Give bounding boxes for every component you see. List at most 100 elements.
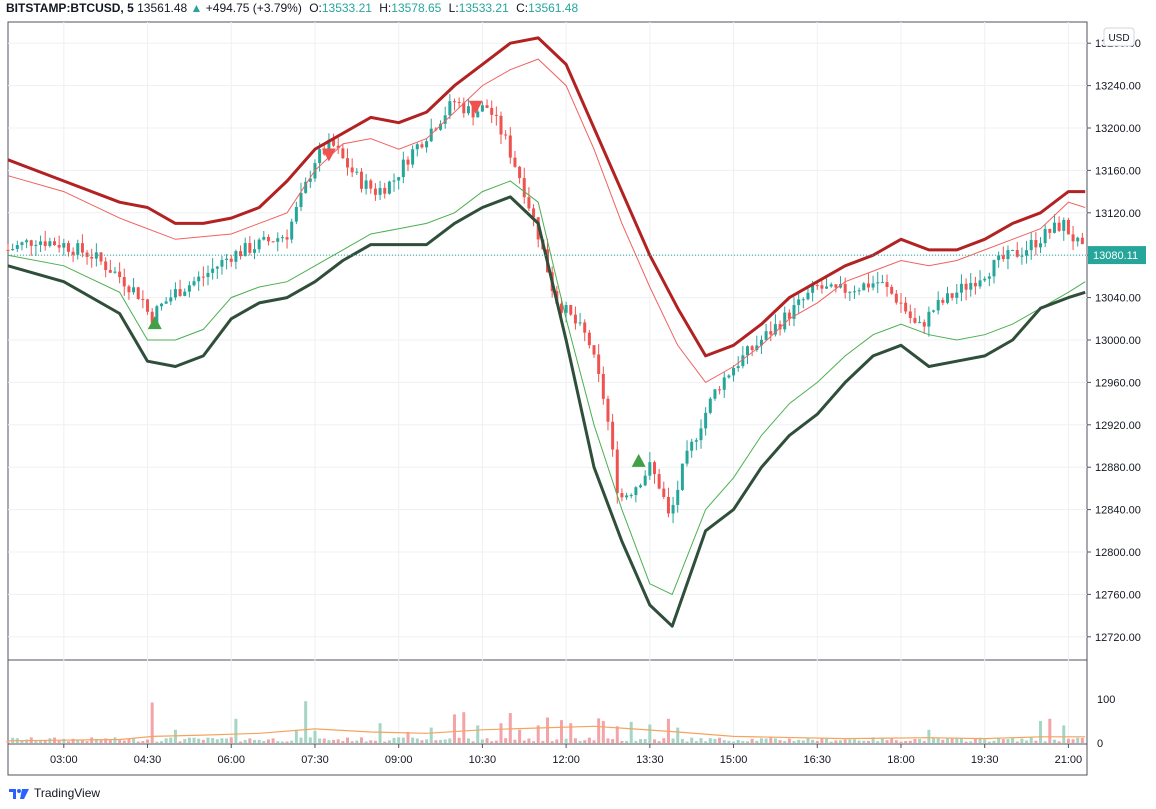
volume-bar [1043,741,1047,743]
volume-bar [20,740,24,743]
candle-body [15,245,19,249]
candle-body [415,144,419,150]
volume-bar [657,741,661,743]
candle-body [936,300,940,311]
candle-body [941,300,945,303]
time-tick-label: 13:30 [636,754,664,766]
volume-bar [401,737,405,743]
volume-bar [694,741,698,743]
volume-bar [708,738,712,743]
volume-bar [239,741,243,743]
candle-body [229,258,233,262]
candle-body [159,303,163,307]
candle-body [639,485,643,488]
candle-body [234,251,238,262]
volume-bar [113,737,117,743]
candle-body [266,236,270,242]
volume-bar [313,730,317,743]
volume-bar [852,739,856,743]
volume-bar [936,738,940,743]
last-price: 13561.48 [137,1,188,15]
volume-bar [318,738,322,743]
candle-body [955,292,959,298]
volume-bar [773,738,777,743]
candle-body [1048,228,1052,233]
candle-body [787,312,791,319]
volume-bar [945,738,949,743]
volume-bar [676,727,680,743]
volume-bar [197,738,201,743]
symbol-label[interactable]: BITSTAMP:BTCUSD, 5 [6,1,134,15]
candle-body [592,345,596,355]
volume-bar [904,741,908,743]
volume-bar [564,738,568,743]
candle-body [862,283,866,291]
volume-bar [387,740,391,743]
volume-bar [536,725,540,743]
volume-bar [885,740,889,743]
volume-bar [1034,740,1038,743]
candle-body [1080,237,1084,245]
candle-body [462,102,466,114]
envelope-bands [7,36,1086,628]
volume-bar [829,741,833,743]
candle-body [173,289,177,298]
currency-badge[interactable] [1103,27,1135,47]
candle-body [80,243,84,253]
time-tick-label: 18:00 [887,754,915,766]
volume-bar [397,737,401,743]
volume-bar [341,741,345,743]
volume-bar [271,738,275,743]
candle-body [811,285,815,293]
close-label: C: [516,1,529,15]
volume-bar [769,737,773,743]
volume-bar [848,739,852,743]
volume-bar [532,741,536,743]
candle-body [852,291,856,293]
candle-body [53,241,57,246]
candle-body [350,167,354,173]
candle-body [704,412,708,429]
candle-body [169,297,173,302]
volume-bar [959,738,963,743]
volume-bar [294,729,298,743]
candle-body [750,346,754,351]
lower-band-thin [7,180,1086,596]
volume-bar [871,737,875,743]
volume-bar [43,740,47,743]
volume-bar [290,740,294,743]
candle-body [346,158,350,168]
volume-bar [634,740,638,743]
candle-body [876,282,880,284]
volume-bar [987,741,991,743]
upper-band-thin [7,58,1086,384]
volume-bar [369,740,373,743]
candle-body [745,346,749,356]
candle-body [927,311,931,327]
candle-body [76,243,80,255]
candle-body [476,111,480,118]
buy-signal-icon [147,316,162,330]
volume-bar [992,740,996,743]
volume-bar [680,738,684,743]
volume-bar [801,740,805,743]
volume-bar [578,740,582,743]
tradingview-branding[interactable]: TradingView [8,783,100,803]
candle-body [843,284,847,293]
volume-bar [150,702,154,743]
candle-body [452,101,456,103]
volume-bar [85,741,89,743]
candle-body [192,281,196,286]
candle-body [206,272,210,278]
candle-body [913,317,917,323]
time-tick-label: 09:00 [385,754,413,766]
candle-body [755,345,759,351]
candle-body [425,141,429,148]
candle-body [85,252,89,257]
candle-body [485,105,489,108]
candle-body [611,421,615,450]
candle-body [494,114,498,116]
volume-bar [597,718,601,743]
volume-bar [718,737,722,743]
